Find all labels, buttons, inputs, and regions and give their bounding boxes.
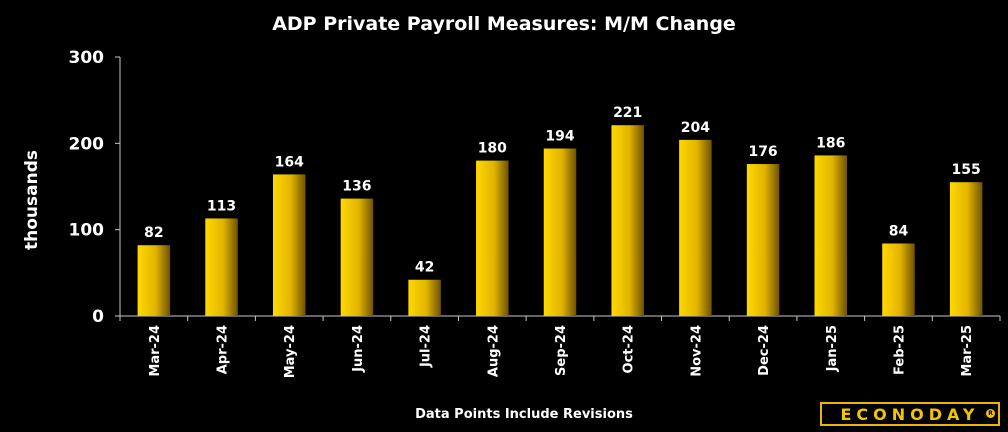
x-tick-label-Dec-24: Dec-24 [757, 325, 772, 376]
data-label-Jun-24: 136 [342, 179, 371, 195]
data-labels: 82 Mar-24 113 Apr-24 164 May-24 136 Jun-24 42 Jul… [144, 105, 981, 378]
bar-Mar-24 [137, 245, 171, 316]
y-tick-label: 100 [69, 221, 105, 241]
data-label-Aug-24: 180 [478, 141, 507, 157]
bar-Nov-24 [679, 139, 712, 316]
bar-Mar-25 [949, 182, 983, 316]
bar-Feb-25 [882, 243, 915, 316]
registered-mark-icon: R [986, 409, 995, 418]
x-tick-label-May-24: May-24 [283, 325, 298, 378]
bar-Sep-24 [543, 148, 577, 316]
logo-text: ECONODAY [840, 404, 980, 424]
bar-Jan-25 [814, 155, 848, 316]
bar-Aug-24 [476, 160, 509, 316]
footnote: Data Points Include Revisions [415, 407, 633, 422]
x-tick-label-Apr-24: Apr-24 [216, 325, 231, 374]
bar-Jul-24 [408, 279, 441, 316]
bar-Oct-24 [611, 125, 644, 316]
data-label-Mar-25: 155 [952, 162, 981, 178]
bar-Jun-24 [340, 198, 374, 316]
data-label-Jul-24: 42 [415, 260, 434, 276]
data-label-Apr-24: 113 [207, 198, 236, 214]
bars [137, 125, 983, 316]
bar-Apr-24 [205, 218, 238, 316]
y-tick-label: 300 [69, 48, 105, 68]
x-tick-label-Jun-24: Jun-24 [351, 325, 366, 373]
data-label-Oct-24: 221 [613, 105, 642, 121]
x-tick-label-Mar-24: Mar-24 [148, 325, 163, 377]
data-label-May-24: 164 [275, 154, 304, 170]
x-tick-label-Mar-25: Mar-25 [960, 325, 975, 377]
x-tick-label-Jan-25: Jan-25 [825, 325, 840, 372]
data-label-Nov-24: 204 [681, 120, 710, 136]
econoday-logo: ECONODAY R [820, 402, 1000, 426]
data-label-Sep-24: 194 [545, 129, 574, 145]
x-tick-label-Aug-24: Aug-24 [486, 325, 501, 377]
x-tick-label-Feb-25: Feb-25 [892, 325, 907, 375]
x-tick-label-Nov-24: Nov-24 [689, 325, 704, 377]
x-tick-label-Jul-24: Jul-24 [419, 325, 434, 368]
y-tick-label: 200 [69, 134, 105, 154]
bar-Dec-24 [746, 164, 780, 316]
data-label-Mar-24: 82 [144, 225, 163, 241]
data-label-Dec-24: 176 [748, 144, 777, 160]
x-tick-label-Sep-24: Sep-24 [554, 325, 569, 376]
data-label-Feb-25: 84 [889, 223, 909, 239]
x-tick-label-Oct-24: Oct-24 [622, 325, 637, 373]
chart-title: ADP Private Payroll Measures: M/M Change [272, 13, 736, 35]
data-label-Jan-25: 186 [816, 135, 845, 151]
bar-May-24 [272, 174, 306, 316]
y-tick-label: 0 [92, 307, 104, 327]
